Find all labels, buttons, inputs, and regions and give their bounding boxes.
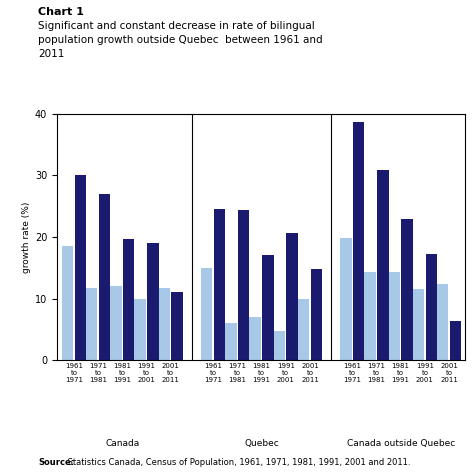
Bar	[389, 272, 400, 360]
Text: Significant and constant decrease in rate of bilingual
population growth outside: Significant and constant decrease in rat…	[38, 21, 322, 58]
Bar	[159, 288, 170, 360]
Bar	[437, 284, 448, 360]
Bar	[225, 323, 237, 360]
Bar	[262, 255, 273, 360]
Text: Source:: Source:	[38, 458, 74, 467]
Text: Chart 1: Chart 1	[38, 7, 84, 17]
Bar	[298, 299, 310, 360]
Bar	[62, 246, 73, 360]
Bar	[214, 210, 225, 360]
Bar	[110, 286, 122, 360]
Bar	[310, 269, 322, 360]
Bar	[286, 233, 298, 360]
Bar	[74, 175, 86, 360]
Bar	[413, 289, 424, 360]
Bar	[249, 317, 261, 360]
Y-axis label: growth rate (%): growth rate (%)	[22, 201, 31, 273]
Bar	[273, 331, 285, 360]
Bar	[365, 272, 376, 360]
Bar	[353, 122, 365, 360]
Text: Quebec: Quebec	[244, 439, 279, 448]
Bar	[147, 243, 159, 360]
Bar	[172, 292, 183, 360]
Bar	[201, 268, 212, 360]
Bar	[86, 288, 98, 360]
Text: Canada: Canada	[105, 439, 139, 448]
Bar	[123, 239, 135, 360]
Bar	[426, 254, 437, 360]
Bar	[377, 171, 389, 360]
Bar	[401, 219, 413, 360]
Text: Canada outside Quebec: Canada outside Quebec	[346, 439, 455, 448]
Bar	[238, 210, 249, 360]
Bar	[135, 299, 146, 360]
Bar	[99, 194, 110, 360]
Text: Statistics Canada, Census of Population, 1961, 1971, 1981, 1991, 2001 and 2011.: Statistics Canada, Census of Population,…	[65, 458, 411, 467]
Bar	[450, 321, 461, 360]
Bar	[340, 237, 352, 360]
